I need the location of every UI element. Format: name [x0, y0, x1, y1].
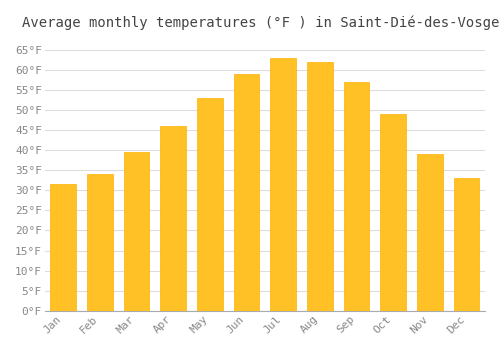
Bar — [307, 62, 333, 311]
Bar — [454, 178, 479, 311]
Bar — [124, 152, 150, 311]
Bar — [380, 114, 406, 311]
Bar — [160, 126, 186, 311]
Bar — [197, 98, 222, 311]
Bar — [50, 184, 76, 311]
Bar — [417, 154, 443, 311]
Title: Average monthly temperatures (°F ) in Saint-Dié-des-Vosges: Average monthly temperatures (°F ) in Sa… — [22, 15, 500, 29]
Bar — [234, 74, 260, 311]
Bar — [87, 174, 112, 311]
Bar — [344, 82, 370, 311]
Bar — [270, 58, 296, 311]
